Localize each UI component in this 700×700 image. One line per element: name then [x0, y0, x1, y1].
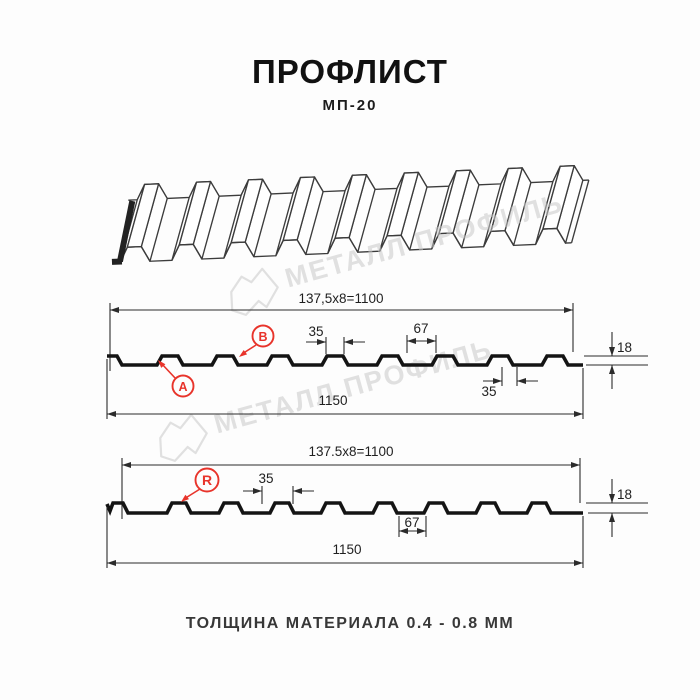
dim-arrow [293, 488, 302, 494]
callout-b-arrowhead [239, 350, 248, 357]
dim-arrow [571, 462, 580, 468]
callout-r-label: R [202, 472, 212, 488]
sheet-3d-view [111, 164, 590, 265]
dim-height-a: 18 [617, 340, 632, 355]
watermark-text: МЕТАЛЛ ПРОФИЛЬ [211, 334, 496, 440]
dim-crest-r: 35 [258, 471, 273, 486]
dim-arrow [122, 462, 131, 468]
dim-lines-height-a [584, 332, 648, 389]
callout-a-arrowhead [158, 360, 166, 368]
profile-r-outline [105, 501, 583, 516]
dim-lines-overall-a [106, 359, 584, 419]
metall-profil-logo [159, 413, 208, 462]
thickness-note: ТОЛЩИНА МАТЕРИАЛА 0.4 - 0.8 ММ [185, 615, 515, 632]
page-title: ПРОФЛИСТ [252, 53, 448, 90]
dim-lines-height-r [586, 479, 648, 537]
dim-arrow [399, 528, 408, 534]
callout-b-label: B [258, 330, 267, 344]
dim-gap-a: 67 [413, 321, 428, 336]
dim-arrow [253, 488, 262, 494]
watermark-text: МЕТАЛЛ ПРОФИЛЬ [282, 188, 567, 294]
callout-b-circle [251, 324, 275, 348]
callout-a-label: A [178, 380, 187, 394]
dim-crest-a: 35 [308, 324, 323, 339]
dim-arrow [110, 307, 119, 313]
dim-arrow [427, 338, 436, 344]
profile-a-outline [107, 354, 583, 367]
sheet-3d-near-profile [111, 227, 572, 264]
dim-arrow [107, 411, 116, 417]
dim-base-a: 35 [481, 384, 496, 399]
dim-arrow [574, 560, 583, 566]
metall-profil-logo [230, 267, 279, 316]
dim-lines-crest-a [306, 337, 365, 354]
dim-arrow [609, 494, 615, 503]
dim-arrow [609, 365, 615, 374]
dim-arrow [344, 339, 353, 345]
dim-arrow [609, 513, 615, 522]
sheet-3d-right-end-edge [570, 179, 590, 244]
dim-overall-a: 1150 [318, 393, 347, 408]
dim-lines-overall-r [106, 507, 584, 568]
dim-arrow [517, 378, 526, 384]
dim-lines-pitch-r [121, 458, 581, 519]
dim-pitch-a: 137,5x8=1100 [299, 291, 384, 306]
dim-lines-base-a [483, 367, 538, 386]
dim-arrow [317, 339, 326, 345]
profile-a-section: 137,5x8=1100 35 67 18 35 [106, 291, 648, 419]
callout-a-circle [171, 374, 195, 398]
product-code: МП-20 [322, 97, 378, 114]
sheet-3d-cut-edge [117, 200, 136, 263]
dim-valley-r: 67 [404, 515, 419, 530]
dim-arrow [417, 528, 426, 534]
dim-height-r: 18 [617, 487, 632, 502]
callout-r-arrowhead [181, 494, 189, 502]
dim-arrow [107, 560, 116, 566]
dim-pitch-r: 137.5x8=1100 [309, 444, 394, 459]
callout-r-circle [194, 467, 220, 493]
dim-arrow [609, 347, 615, 356]
dim-arrow [493, 378, 502, 384]
profile-r-section: 137.5x8=1100 35 67 18 1150 [105, 444, 648, 568]
dim-lines-crest-r [243, 486, 314, 504]
dim-arrow [574, 411, 583, 417]
dim-arrow [564, 307, 573, 313]
dim-overall-r: 1150 [332, 542, 361, 557]
dim-arrow [407, 338, 416, 344]
